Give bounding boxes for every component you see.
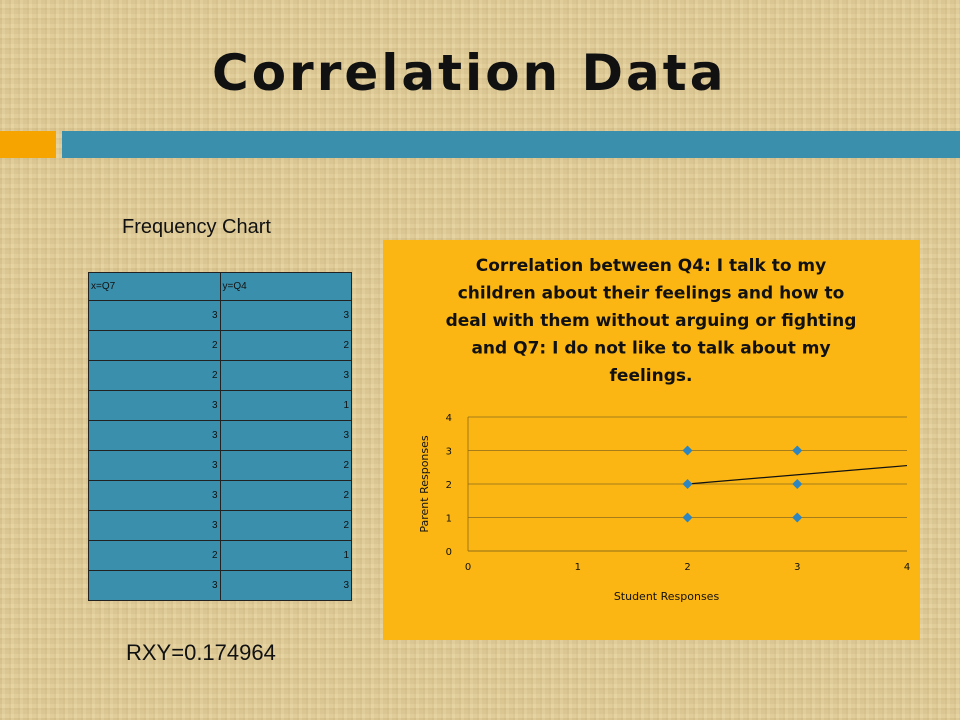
y-tick-label: 3: [446, 447, 452, 458]
x-tick-label: 1: [575, 562, 581, 573]
scatter-chart: Correlation between Q4: I talk to my chil…: [418, 256, 910, 603]
table-cell-y: 2: [219, 480, 352, 511]
table-cell-y: 3: [219, 300, 352, 331]
table-cell-y: 1: [219, 540, 352, 571]
table-cell-y: 2: [219, 510, 352, 541]
title-underline-bar: [62, 131, 960, 158]
table-cell-x: 3: [88, 510, 221, 541]
x-tick-label: 4: [904, 562, 910, 573]
x-axis-label: Student Responses: [614, 590, 720, 603]
data-point: [792, 445, 803, 456]
table-cell-y: 3: [219, 360, 352, 391]
table-header-row: x=Q7 y=Q4: [88, 272, 352, 301]
scatter-chart-panel: Correlation between Q4: I talk to my chil…: [383, 240, 920, 640]
table-cell-x: 2: [88, 540, 221, 571]
data-point: [682, 445, 693, 456]
data-point: [792, 512, 803, 523]
accent-bar: [0, 131, 56, 158]
data-point: [682, 512, 693, 523]
table-cell-x: 2: [88, 360, 221, 391]
table-header-x: x=Q7: [88, 272, 221, 301]
x-tick-label: 3: [794, 562, 800, 573]
table-cell-x: 3: [88, 420, 221, 451]
trendline: [687, 464, 908, 485]
y-tick-label: 0: [446, 547, 452, 558]
y-tick-label: 2: [446, 480, 452, 491]
table-cell-x: 3: [88, 570, 221, 601]
table-cell-x: 3: [88, 450, 221, 481]
y-axis-label: Parent Responses: [418, 435, 431, 533]
data-point: [792, 479, 803, 489]
table-cell-x: 3: [88, 300, 221, 331]
slide-title: Correlation Data: [212, 44, 727, 102]
table-cell-y: 1: [219, 390, 352, 421]
x-tick-label: 0: [465, 562, 471, 573]
table-header-y: y=Q4: [219, 272, 352, 301]
table-cell-x: 2: [88, 330, 221, 361]
x-tick-label: 2: [684, 562, 690, 573]
chart-title: Correlation between Q4: I talk to my chil…: [446, 256, 857, 386]
frequency-chart-label: Frequency Chart: [122, 216, 271, 238]
table-cell-x: 3: [88, 480, 221, 511]
y-tick-label: 1: [446, 514, 452, 525]
table-cell-y: 3: [219, 420, 352, 451]
table-cell-y: 3: [219, 570, 352, 601]
y-tick-label: 4: [446, 413, 452, 424]
table-cell-x: 3: [88, 390, 221, 421]
table-cell-y: 2: [219, 450, 352, 481]
data-point: [682, 479, 693, 489]
correlation-coefficient: RXY=0.174964: [126, 640, 276, 665]
table-cell-y: 2: [219, 330, 352, 361]
